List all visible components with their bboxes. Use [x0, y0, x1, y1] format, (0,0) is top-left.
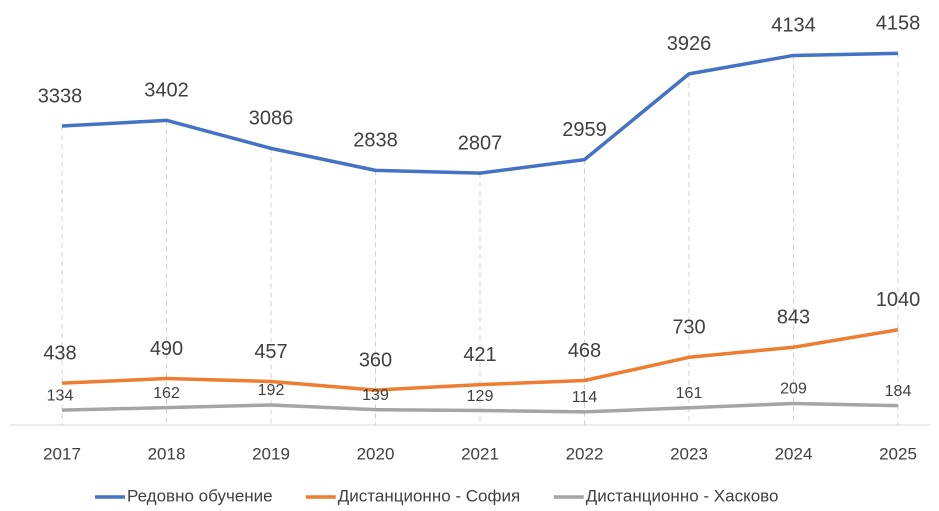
data-label: 162 [153, 385, 180, 402]
data-label: 161 [676, 385, 703, 402]
data-label: 360 [359, 349, 392, 371]
data-label: 192 [258, 382, 285, 399]
data-label: 421 [463, 344, 496, 366]
data-label: 4158 [876, 13, 921, 35]
data-label: 468 [568, 340, 601, 362]
x-tick-label: 2025 [879, 444, 917, 463]
series-line [61, 401, 899, 414]
data-label: 4134 [771, 15, 816, 37]
data-label: 843 [777, 307, 810, 329]
data-label: 114 [572, 389, 598, 406]
x-tick-label: 2018 [148, 444, 186, 463]
x-tick-label: 2023 [670, 444, 708, 463]
data-label: 129 [467, 388, 494, 405]
x-tick-label: 2017 [43, 444, 81, 463]
data-label: 3926 [667, 33, 712, 55]
series-line [61, 51, 899, 175]
data-label: 3086 [249, 108, 294, 130]
data-label: 2959 [562, 119, 607, 141]
data-label: 134 [47, 387, 74, 404]
data-label: 490 [150, 338, 183, 360]
data-label: 730 [672, 317, 705, 339]
series-line [61, 328, 899, 392]
data-label: 1040 [876, 289, 921, 311]
data-label: 3338 [38, 85, 83, 107]
legend-label: Дистанционно - София [338, 486, 520, 505]
data-label: 209 [780, 381, 807, 398]
drop-lines [61, 53, 899, 425]
data-label: 2807 [458, 132, 503, 154]
data-label: 184 [885, 383, 912, 400]
legend-label: Редовно обучение [127, 486, 273, 505]
data-label: 438 [43, 342, 76, 364]
data-label: 139 [362, 387, 389, 404]
x-tick-label: 2021 [461, 444, 499, 463]
x-tick-label: 2024 [775, 444, 813, 463]
data-label: 3402 [144, 80, 189, 102]
data-label: 2838 [353, 130, 398, 152]
legend-label: Дистанционно - Хасково [586, 486, 779, 505]
x-tick-label: 2022 [566, 444, 604, 463]
x-tick-label: 2020 [357, 444, 395, 463]
x-tick-label: 2019 [252, 444, 290, 463]
data-label: 457 [254, 341, 287, 363]
